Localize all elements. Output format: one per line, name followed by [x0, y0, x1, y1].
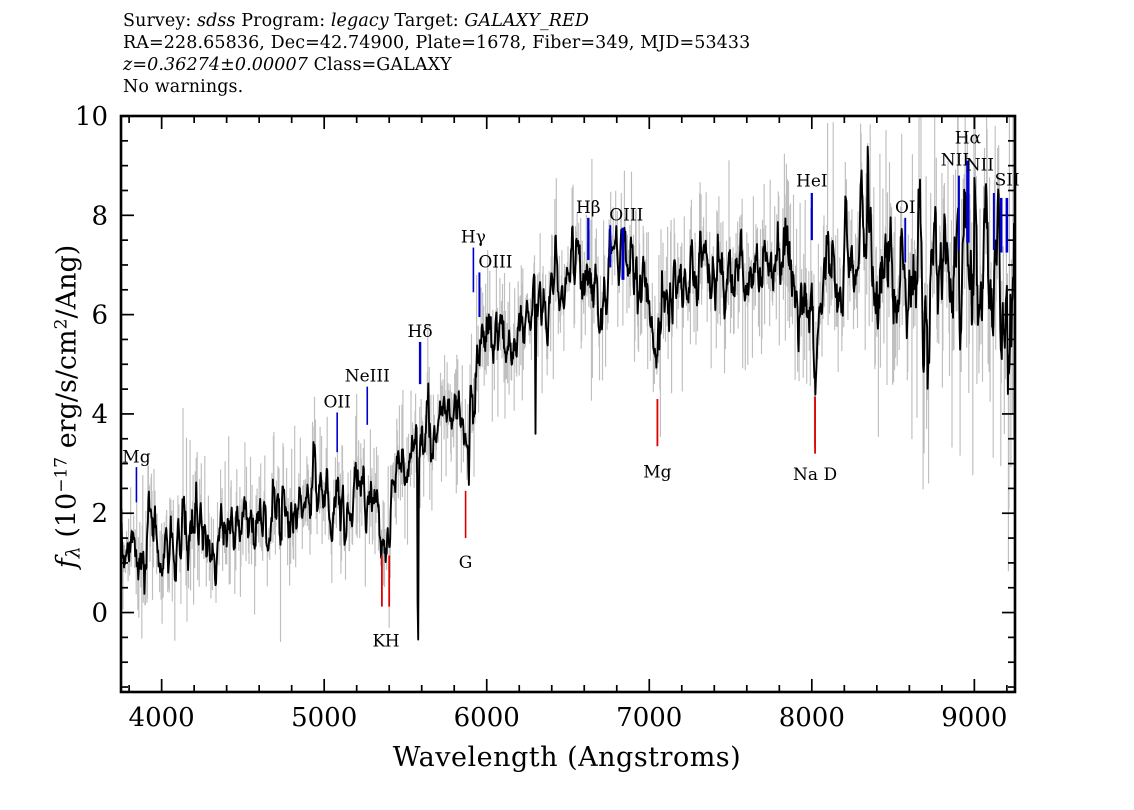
- survey-info-part-2: Program:: [235, 11, 331, 31]
- y-axis-title: fλ (10−17 erg/s/cm2/Ang): [52, 107, 85, 707]
- axis-tick-labels: 4000 5000 6000 7000 8000 9000 0 2 4 6 8 10: [75, 102, 1008, 733]
- flux-series: [121, 145, 1015, 641]
- header-line-warnings: No warnings.: [123, 77, 244, 97]
- y-tick-label: 10: [75, 102, 108, 132]
- x-tick-label: 4000: [129, 703, 195, 733]
- y-axis-unit-b: erg/s/cm: [51, 329, 83, 457]
- line-marker-label: G: [459, 553, 473, 573]
- redshift-info-part-1: Class=GALAXY: [307, 55, 452, 75]
- y-axis-f-symbol: f: [51, 558, 83, 569]
- y-axis-exponent-2: 2: [51, 318, 72, 330]
- x-axis-title: Wavelength (Angstroms): [392, 742, 742, 773]
- header-line-coords: RA=228.65836, Dec=42.74900, Plate=1678, …: [123, 33, 751, 53]
- y-tick-label: 2: [91, 499, 108, 529]
- x-tick-label: 9000: [941, 703, 1007, 733]
- header-line-survey: Survey: sdss Program: legacy Target: GAL…: [123, 10, 1023, 32]
- survey-info-part-5: GALAXY_RED: [464, 11, 590, 31]
- line-marker-label: OIII: [478, 252, 512, 272]
- line-marker-label: OIII: [609, 205, 643, 225]
- line-marker-label: NII: [966, 156, 994, 176]
- line-marker-label: HeI: [796, 172, 828, 192]
- line-marker-label: H: [385, 631, 400, 651]
- absorption-line-markers: K H G Mg Na D: [373, 396, 837, 651]
- axis-ticks: [121, 115, 1015, 692]
- flux-path: [121, 145, 1015, 641]
- redshift-info-part-0: z=0.36274±0.00007: [123, 55, 308, 75]
- plot-frame: [119, 114, 1017, 694]
- line-marker-label: Mg: [643, 463, 671, 483]
- survey-info-part-3: legacy: [330, 11, 389, 31]
- survey-info-part-4: Target:: [388, 11, 465, 31]
- line-marker-label: K: [373, 631, 386, 651]
- y-axis-unit-c: /Ang): [51, 244, 83, 319]
- y-axis-exponent: −17: [51, 456, 72, 493]
- line-marker-label: NeIII: [345, 367, 390, 387]
- y-axis-lambda-symbol: λ: [62, 546, 85, 559]
- line-marker-label: Mg: [122, 448, 150, 468]
- y-axis-unit-a: (10: [51, 492, 83, 547]
- y-tick-label: 8: [91, 201, 108, 231]
- line-marker-label: Hβ: [576, 198, 601, 218]
- line-marker-label: NII: [941, 151, 969, 171]
- line-marker-label: SII: [995, 171, 1020, 191]
- line-marker-label: OII: [323, 392, 350, 412]
- line-marker-label: Na D: [793, 465, 837, 485]
- survey-info-part-0: Survey:: [123, 11, 198, 31]
- frame-rect: [119, 114, 1017, 694]
- y-tick-label: 4: [91, 400, 108, 430]
- x-tick-label: 6000: [454, 703, 520, 733]
- line-marker-label: Hδ: [408, 322, 433, 342]
- x-tick-label: 5000: [291, 703, 357, 733]
- y-tick-label: 0: [91, 599, 108, 629]
- line-marker-label: Hγ: [461, 228, 486, 248]
- y-tick-label: 6: [91, 301, 108, 331]
- x-tick-label: 7000: [616, 703, 682, 733]
- x-tick-label: 8000: [779, 703, 845, 733]
- line-marker-label: OI: [895, 198, 916, 218]
- spectrum-metadata-header: Survey: sdss Program: legacy Target: GAL…: [123, 10, 1023, 98]
- header-line-redshift: z=0.36274±0.00007 Class=GALAXY: [123, 54, 1023, 76]
- line-marker-label: Hα: [955, 128, 982, 148]
- survey-info-part-1: sdss: [197, 11, 236, 31]
